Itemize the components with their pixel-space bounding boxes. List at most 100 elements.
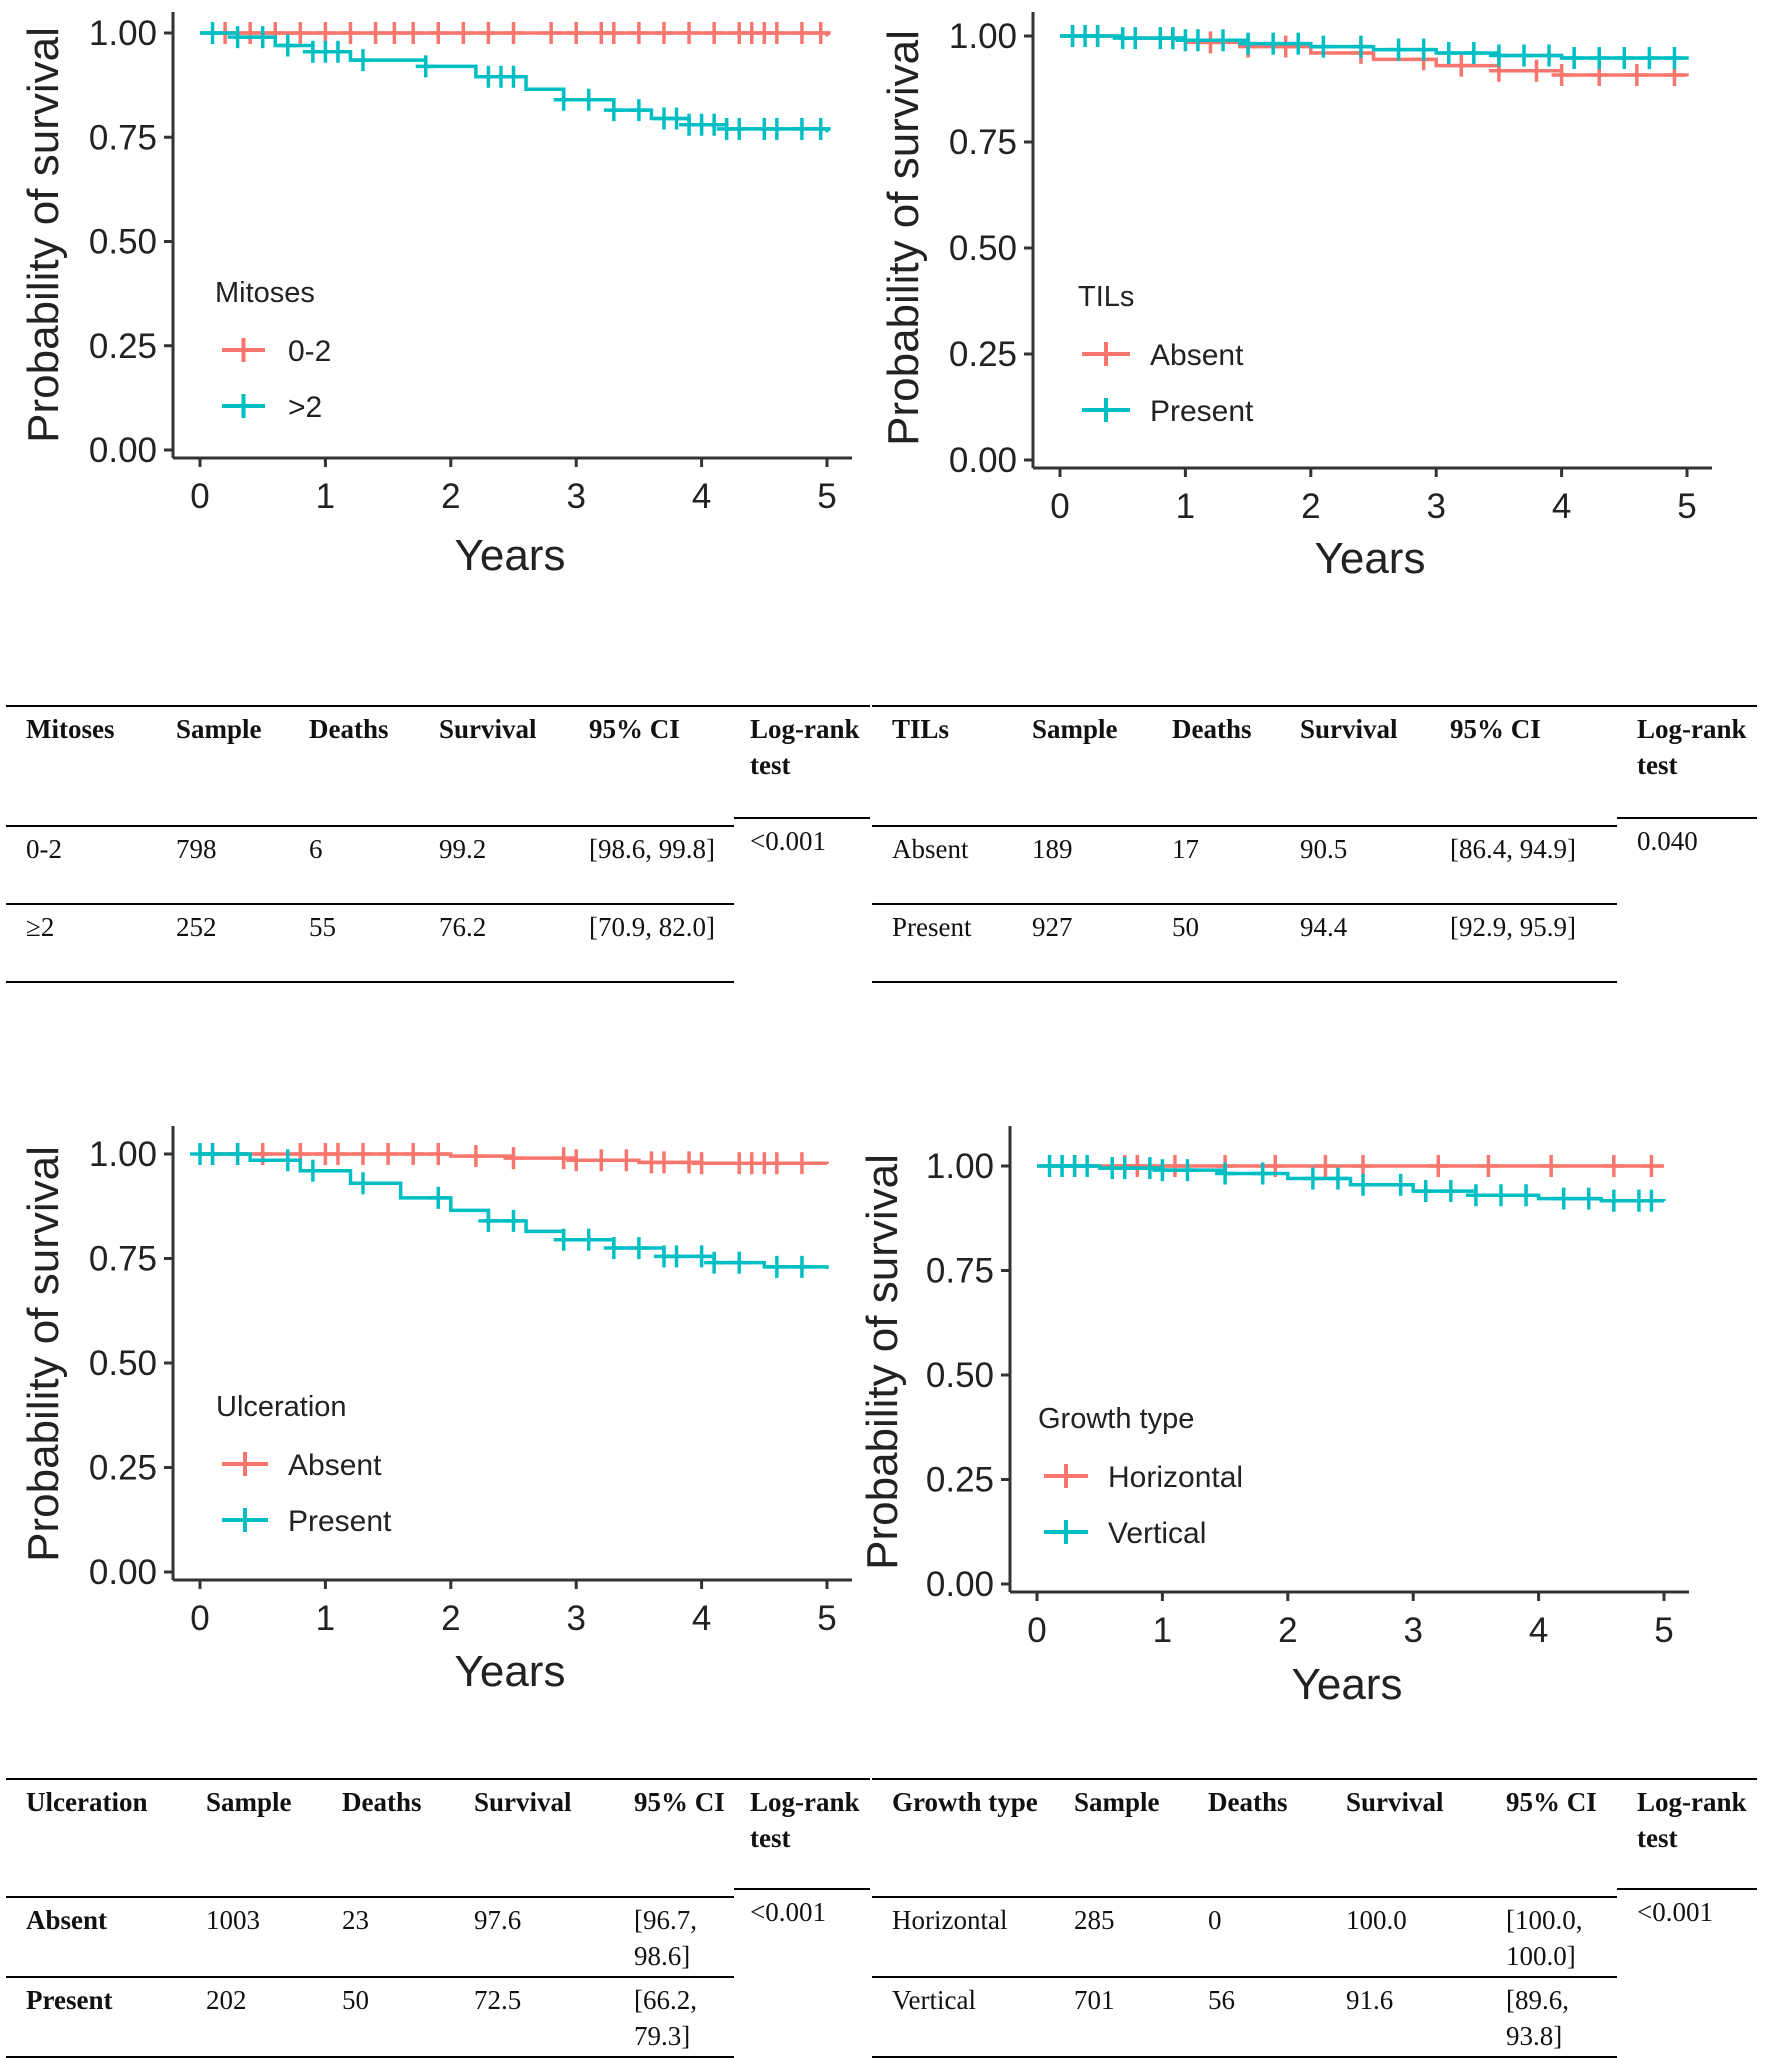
censor-mark — [1451, 54, 1472, 77]
censor-mark — [1513, 44, 1534, 67]
cell-sample: 798 — [176, 834, 217, 864]
y-tick-label: 0.25 — [926, 1461, 994, 1500]
censor-mark — [1213, 29, 1234, 52]
cell-deaths: 50 — [342, 1985, 369, 2015]
x-axis-title: Years — [1292, 1660, 1403, 1709]
cell-deaths: 50 — [1172, 912, 1199, 942]
col-header-logrank: Log-rank test — [1617, 705, 1757, 819]
y-tick-label: 0.50 — [949, 229, 1017, 268]
x-tick-label: 1 — [316, 477, 335, 516]
col-header-ci: 95% CI — [589, 714, 680, 744]
censor-mark — [566, 22, 587, 44]
censor-mark — [1087, 25, 1108, 47]
y-tick-label: 0.25 — [949, 335, 1017, 374]
x-tick-label: 2 — [1278, 1611, 1297, 1650]
col-header-deaths: Deaths — [342, 1787, 422, 1817]
y-tick-label: 0.75 — [926, 1252, 994, 1291]
censor-mark — [791, 1152, 812, 1175]
censor-mark — [628, 1237, 649, 1260]
censor-mark — [415, 55, 436, 78]
censor-mark — [1177, 1159, 1198, 1182]
table-growth-logrank: Log-rank test <0.001 — [1617, 1778, 1757, 1966]
censor-mark — [1488, 44, 1509, 67]
x-tick-label: 5 — [817, 1599, 836, 1638]
censor-mark — [603, 22, 624, 44]
legend-label: Absent — [288, 1449, 382, 1482]
censor-mark — [1438, 41, 1459, 64]
cell-group: ≥2 — [26, 912, 55, 942]
legend-item-vertical: Vertical — [1044, 1517, 1206, 1550]
x-tick-label: 1 — [316, 1599, 335, 1638]
legend-title: Mitoses — [215, 277, 315, 309]
x-tick-label: 3 — [566, 477, 585, 516]
legend-item-0-2: 0-2 — [222, 335, 331, 368]
cell-sample: 285 — [1074, 1905, 1115, 1935]
censor-mark — [578, 1228, 599, 1251]
cell-ci: [89.6, 93.8] — [1506, 1985, 1569, 2051]
y-axis-title: Probability of survival — [19, 27, 68, 443]
x-tick-label: 4 — [692, 477, 711, 516]
col-header-deaths: Deaths — [1208, 1787, 1288, 1817]
x-tick-label: 4 — [1529, 1611, 1548, 1650]
censor-mark — [1350, 35, 1371, 58]
y-axis-title: Probability of survival — [879, 30, 928, 446]
censor-mark — [1516, 1184, 1537, 1207]
censor-mark — [478, 1209, 499, 1232]
censor-mark — [1263, 32, 1284, 55]
censor-mark — [302, 1159, 323, 1182]
legend-label: Present — [1150, 395, 1254, 428]
censor-mark — [628, 22, 649, 44]
table-mitoses: Mitoses Sample Deaths Survival 95% CI 0-… — [6, 705, 734, 983]
x-tick-label: 3 — [1403, 1611, 1422, 1650]
legend: TILs Absent Present — [1078, 281, 1254, 428]
censor-mark — [553, 88, 574, 111]
km-plot-ulceration: 0.00 0.25 0.50 0.75 1.00 0 1 2 3 4 5 Probability … — [19, 1126, 852, 1696]
censor-mark — [691, 1245, 712, 1268]
km-plot-tils: 0.00 0.25 0.50 0.75 1.00 0 1 2 3 4 5 Probability … — [879, 12, 1712, 583]
cell-logrank: <0.001 — [750, 826, 826, 856]
col-header-logrank: Log-rank test — [734, 705, 870, 819]
censor-mark — [202, 1143, 223, 1165]
table-header-row: Mitoses Sample Deaths Survival 95% CI — [6, 706, 734, 826]
censor-mark — [691, 1152, 712, 1175]
censor-mark — [340, 22, 361, 44]
cell-ci: [70.9, 82.0] — [589, 912, 715, 942]
censor-mark — [1614, 47, 1635, 70]
censor-mark — [384, 22, 405, 44]
censor-mark — [603, 99, 624, 122]
table-ulceration: Ulceration Sample Deaths Survival 95% CI… — [6, 1778, 734, 2058]
legend-label: Vertical — [1108, 1517, 1206, 1550]
cell-group: Horizontal — [892, 1905, 1008, 1935]
censor-mark — [1139, 1157, 1160, 1180]
col-header-sample: Sample — [206, 1787, 292, 1817]
censor-mark — [791, 1255, 812, 1278]
censor-mark — [1390, 1173, 1411, 1196]
km-plot-growth-type: 0.00 0.25 0.50 0.75 1.00 0 1 2 3 4 5 Probability … — [858, 1126, 1689, 1709]
censor-mark — [1589, 47, 1610, 70]
censor-mark — [729, 117, 750, 140]
col-header-ci: 95% CI — [1450, 714, 1541, 744]
cell-survival: 90.5 — [1300, 834, 1348, 864]
x-tick-label: 2 — [1301, 487, 1320, 526]
x-axis-title: Years — [1315, 534, 1426, 583]
censor-mark — [315, 22, 336, 44]
y-tick-label: 1.00 — [89, 14, 157, 53]
y-tick-label: 0.50 — [926, 1356, 994, 1395]
col-header-survival: Survival — [1300, 714, 1398, 744]
censor-mark — [353, 49, 374, 72]
legend-item-absent: Absent — [1082, 339, 1244, 372]
censor-mark — [1564, 47, 1585, 70]
censor-mark — [1302, 1167, 1323, 1190]
legend-label: 0-2 — [288, 335, 331, 368]
censor-mark — [653, 1151, 674, 1174]
censor-mark — [810, 22, 831, 44]
censor-mark — [453, 22, 474, 44]
censor-mark — [252, 26, 273, 49]
col-header-survival: Survival — [474, 1787, 572, 1817]
censor-mark — [766, 117, 787, 140]
censor-mark — [1114, 1157, 1135, 1180]
legend-item-horizontal: Horizontal — [1044, 1461, 1243, 1494]
censor-mark — [403, 1143, 424, 1165]
legend-title: TILs — [1078, 281, 1134, 313]
censor-mark — [1077, 1155, 1098, 1177]
